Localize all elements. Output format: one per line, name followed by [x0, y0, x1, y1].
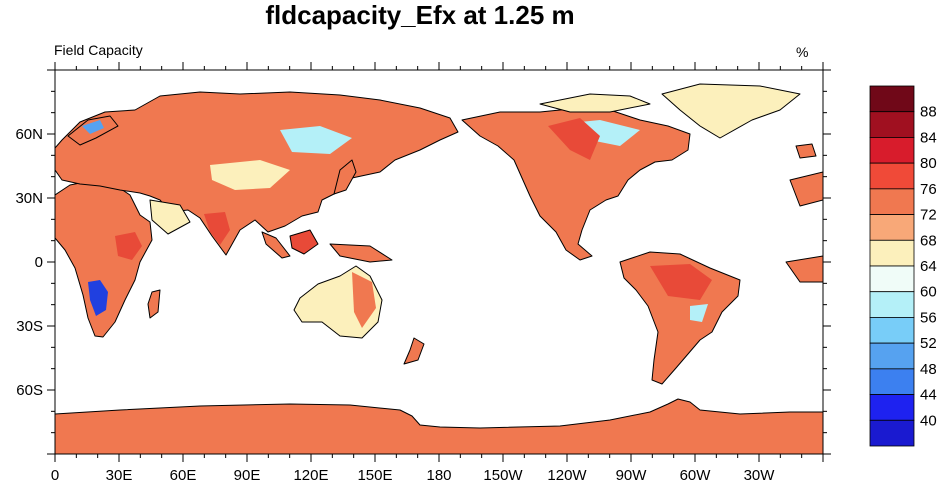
map-subtitle: Field Capacity — [54, 42, 143, 58]
colorbar-box — [869, 265, 915, 293]
x-tick-label: 90W — [616, 467, 648, 484]
landmass-hudson-red — [548, 118, 600, 160]
landmass-africa-east-red — [115, 232, 142, 260]
colorbar-label: 68 — [920, 232, 937, 249]
landmass-eurasia-pale — [210, 160, 290, 190]
landmass-western-europe-edge — [789, 171, 823, 207]
landmass-australia-east — [352, 272, 376, 328]
landmass-north-america — [461, 107, 691, 261]
colorbar: 40 44 48 52 56 60 64 68 72 76 80 84 88 — [869, 85, 937, 447]
landmass-iceland — [795, 143, 817, 159]
landmass-borneo — [289, 229, 319, 255]
x-tick-label: 60E — [170, 467, 197, 484]
landmass-west-africa-edge — [785, 255, 823, 283]
landmass-madagascar — [147, 289, 161, 319]
landmass-arctic-islands — [539, 93, 651, 113]
landmass-japan — [333, 159, 357, 195]
colorbar-label: 76 — [920, 181, 937, 198]
colorbar-box — [869, 291, 915, 318]
landmass-sumatra — [261, 231, 291, 259]
colorbar-box — [869, 162, 915, 190]
colorbar-box — [869, 419, 915, 447]
colorbar-box — [869, 85, 915, 113]
x-tick-label: 180 — [426, 467, 451, 484]
colorbar-label: 72 — [920, 207, 937, 224]
colorbar-box — [869, 368, 915, 395]
landmass-india-red — [204, 212, 230, 245]
axis-ticks — [47, 62, 831, 462]
colorbar-label: 48 — [920, 361, 937, 378]
colorbar-label: 40 — [920, 412, 937, 429]
landmass-antarctica — [55, 398, 823, 454]
landmass-new-zealand — [403, 337, 425, 365]
colorbar-label: 80 — [920, 155, 937, 172]
colorbar-box — [869, 111, 915, 138]
units-label: % — [796, 44, 809, 60]
landmass-greenland — [661, 83, 801, 139]
landmass-sa-cool — [690, 304, 708, 322]
colorbar-label: 60 — [920, 284, 937, 301]
colorbar-box — [869, 317, 915, 344]
colorbar-box — [869, 342, 915, 370]
x-tick-label: 0 — [51, 467, 59, 484]
landmass-siberia-cool — [280, 126, 352, 154]
y-tick-label: 60S — [16, 382, 43, 399]
y-tick-label: 30S — [16, 318, 43, 335]
landmass-new-guinea — [329, 243, 393, 263]
y-tick-label: 30N — [15, 190, 43, 207]
axis-tick-labels: 0 30E 60E 90E 120E 150E 180 150W 120W 90W 60W 30W 60… — [15, 126, 775, 484]
colorbar-box — [869, 137, 915, 164]
landmass-arabia — [149, 199, 191, 235]
colorbar-box — [869, 188, 915, 215]
landmass-south-america — [619, 251, 741, 385]
x-tick-label: 120E — [293, 467, 328, 484]
colorbar-box — [869, 394, 915, 421]
colorbar-label: 84 — [920, 129, 937, 146]
landmass-africa-south-blue — [88, 280, 108, 316]
map-title: fldcapacity_Efx at 1.25 m — [265, 0, 575, 30]
colorbar-box — [869, 214, 915, 241]
x-tick-label: 30E — [106, 467, 133, 484]
colorbar-label: 56 — [920, 309, 937, 326]
y-tick-label: 60N — [15, 126, 43, 143]
x-tick-label: 150E — [357, 467, 392, 484]
x-tick-label: 150W — [483, 467, 523, 484]
x-tick-label: 60W — [680, 467, 712, 484]
x-tick-label: 30W — [744, 467, 776, 484]
x-tick-label: 90E — [234, 467, 261, 484]
colorbar-label: 88 — [920, 104, 937, 121]
colorbar-label: 44 — [920, 387, 937, 404]
colorbar-label: 52 — [920, 335, 937, 352]
colorbar-box — [869, 239, 915, 267]
landmass-scandinavia-blue — [82, 120, 104, 134]
y-tick-label: 0 — [35, 254, 43, 271]
landmass-amazon-red — [650, 264, 712, 300]
colorbar-label: 64 — [920, 258, 937, 275]
x-tick-label: 120W — [547, 467, 587, 484]
